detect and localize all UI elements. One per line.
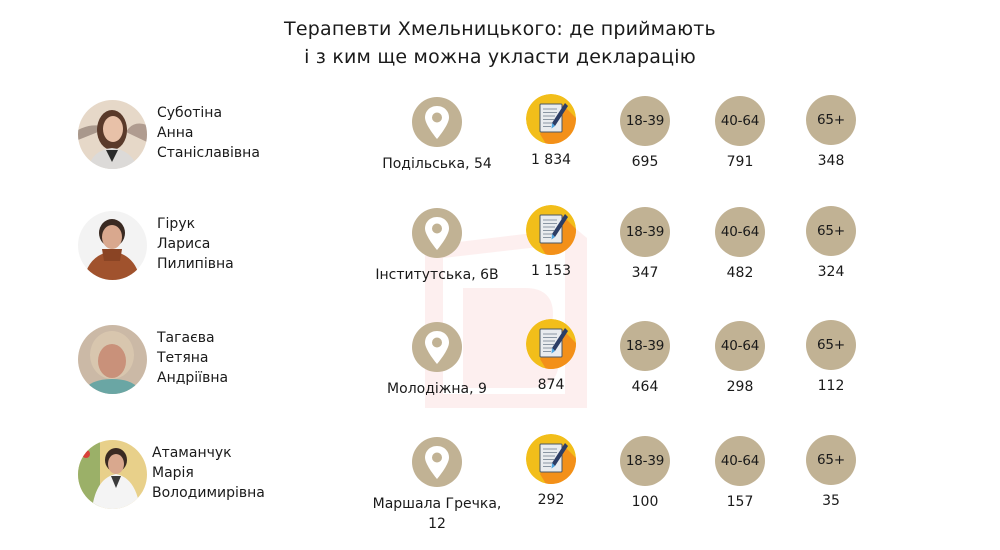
- page-title: Терапевти Хмельницького: де приймають і …: [0, 15, 1000, 71]
- age-18-39-count: 464: [631, 379, 659, 395]
- doctor-patronymic: Станіславівна: [157, 145, 260, 161]
- age-group-badge: 65+: [806, 95, 856, 145]
- address-column: Молодіжна, 9: [362, 322, 512, 399]
- declarations-column: 874: [476, 319, 626, 395]
- age-40-64-column: 40-64 791: [665, 96, 815, 172]
- doctor-surname: Гірук: [157, 216, 196, 232]
- age-18-39-count: 347: [631, 265, 659, 281]
- doctor-photo: [78, 211, 147, 280]
- title-line-1: Терапевти Хмельницького: де приймають: [284, 18, 716, 40]
- document-pen-icon: [526, 434, 576, 484]
- doctor-first-name: Анна: [157, 125, 194, 141]
- declarations-column: 1 834: [476, 94, 626, 170]
- age-group-badge: 65+: [806, 206, 856, 256]
- declarations-count: 874: [537, 377, 565, 393]
- doctor-name: Атаманчук Марія Володимирівна: [152, 443, 265, 503]
- age-group-badge: 18-39: [620, 436, 670, 486]
- age-18-39-column: 18-39 347: [570, 207, 720, 283]
- map-pin-icon: [412, 437, 462, 487]
- age-40-64-column: 40-64 298: [665, 321, 815, 397]
- age-40-64-count: 791: [726, 154, 754, 170]
- doctor-name: Суботіна Анна Станіславівна: [157, 103, 260, 163]
- document-pen-icon: [526, 319, 576, 369]
- address-column: Маршала Гречка, 12: [362, 437, 512, 534]
- age-18-39-column: 18-39 695: [570, 96, 720, 172]
- doctor-name: Тагаєва Тетяна Андріївна: [157, 328, 228, 388]
- address-column: Подільська, 54: [362, 97, 512, 174]
- age-18-39-count: 100: [631, 494, 659, 510]
- age-65-plus-column: 65+ 348: [756, 95, 906, 171]
- doctor-first-name: Марія: [152, 465, 194, 481]
- age-40-64-count: 157: [726, 494, 754, 510]
- address-text: Інститутська, 6В: [375, 267, 499, 283]
- age-group-badge: 18-39: [620, 207, 670, 257]
- title-line-2: і з ким ще можна укласти декларацію: [304, 46, 696, 68]
- age-40-64-count: 298: [726, 379, 754, 395]
- doctor-first-name: Тетяна: [157, 350, 209, 366]
- age-group-badge: 40-64: [715, 436, 765, 486]
- doctor-surname: Тагаєва: [157, 330, 215, 346]
- age-65-plus-column: 65+ 35: [756, 435, 906, 511]
- age-65-plus-column: 65+ 324: [756, 206, 906, 282]
- address-column: Інститутська, 6В: [362, 208, 512, 285]
- declarations-count: 292: [537, 492, 565, 508]
- age-group-badge: 18-39: [620, 96, 670, 146]
- age-group-badge: 65+: [806, 435, 856, 485]
- doctor-surname: Атаманчук: [152, 445, 232, 461]
- doctor-row: Гірук Лариса Пилипівна Інститутська, 6В …: [0, 211, 1000, 321]
- address-text: Молодіжна, 9: [387, 381, 487, 397]
- address-text: Подільська, 54: [382, 156, 492, 172]
- doctor-patronymic: Андріївна: [157, 370, 229, 386]
- map-pin-icon: [412, 208, 462, 258]
- doctor-row: Суботіна Анна Станіславівна Подільська, …: [0, 100, 1000, 210]
- doctor-photo: [78, 325, 147, 394]
- declarations-column: 1 153: [476, 205, 626, 281]
- document-pen-icon: [526, 205, 576, 255]
- age-65-plus-count: 348: [817, 153, 845, 169]
- age-65-plus-count: 324: [817, 264, 845, 280]
- doctor-photo: [78, 440, 147, 509]
- doctor-patronymic: Володимирівна: [152, 485, 265, 501]
- age-18-39-column: 18-39 100: [570, 436, 720, 512]
- age-18-39-column: 18-39 464: [570, 321, 720, 397]
- age-group-badge: 40-64: [715, 96, 765, 146]
- address-text: Маршала Гречка, 12: [372, 496, 502, 532]
- age-group-badge: 18-39: [620, 321, 670, 371]
- age-group-badge: 40-64: [715, 321, 765, 371]
- declarations-count: 1 153: [530, 263, 572, 279]
- doctor-first-name: Лариса: [157, 236, 211, 252]
- age-40-64-count: 482: [726, 265, 754, 281]
- age-65-plus-count: 112: [817, 378, 845, 394]
- declarations-column: 292: [476, 434, 626, 510]
- declarations-count: 1 834: [530, 152, 572, 168]
- map-pin-icon: [412, 322, 462, 372]
- age-65-plus-count: 35: [822, 493, 840, 509]
- doctor-surname: Суботіна: [157, 105, 223, 121]
- age-group-badge: 40-64: [715, 207, 765, 257]
- age-group-badge: 65+: [806, 320, 856, 370]
- age-65-plus-column: 65+ 112: [756, 320, 906, 396]
- age-18-39-count: 695: [631, 154, 659, 170]
- map-pin-icon: [412, 97, 462, 147]
- doctor-row: Атаманчук Марія Володимирівна Маршала Гр…: [0, 440, 1000, 550]
- document-pen-icon: [526, 94, 576, 144]
- doctor-row: Тагаєва Тетяна Андріївна Молодіжна, 9 87…: [0, 325, 1000, 435]
- doctor-name: Гірук Лариса Пилипівна: [157, 214, 234, 274]
- doctor-patronymic: Пилипівна: [157, 256, 234, 272]
- doctor-photo: [78, 100, 147, 169]
- age-40-64-column: 40-64 157: [665, 436, 815, 512]
- age-40-64-column: 40-64 482: [665, 207, 815, 283]
